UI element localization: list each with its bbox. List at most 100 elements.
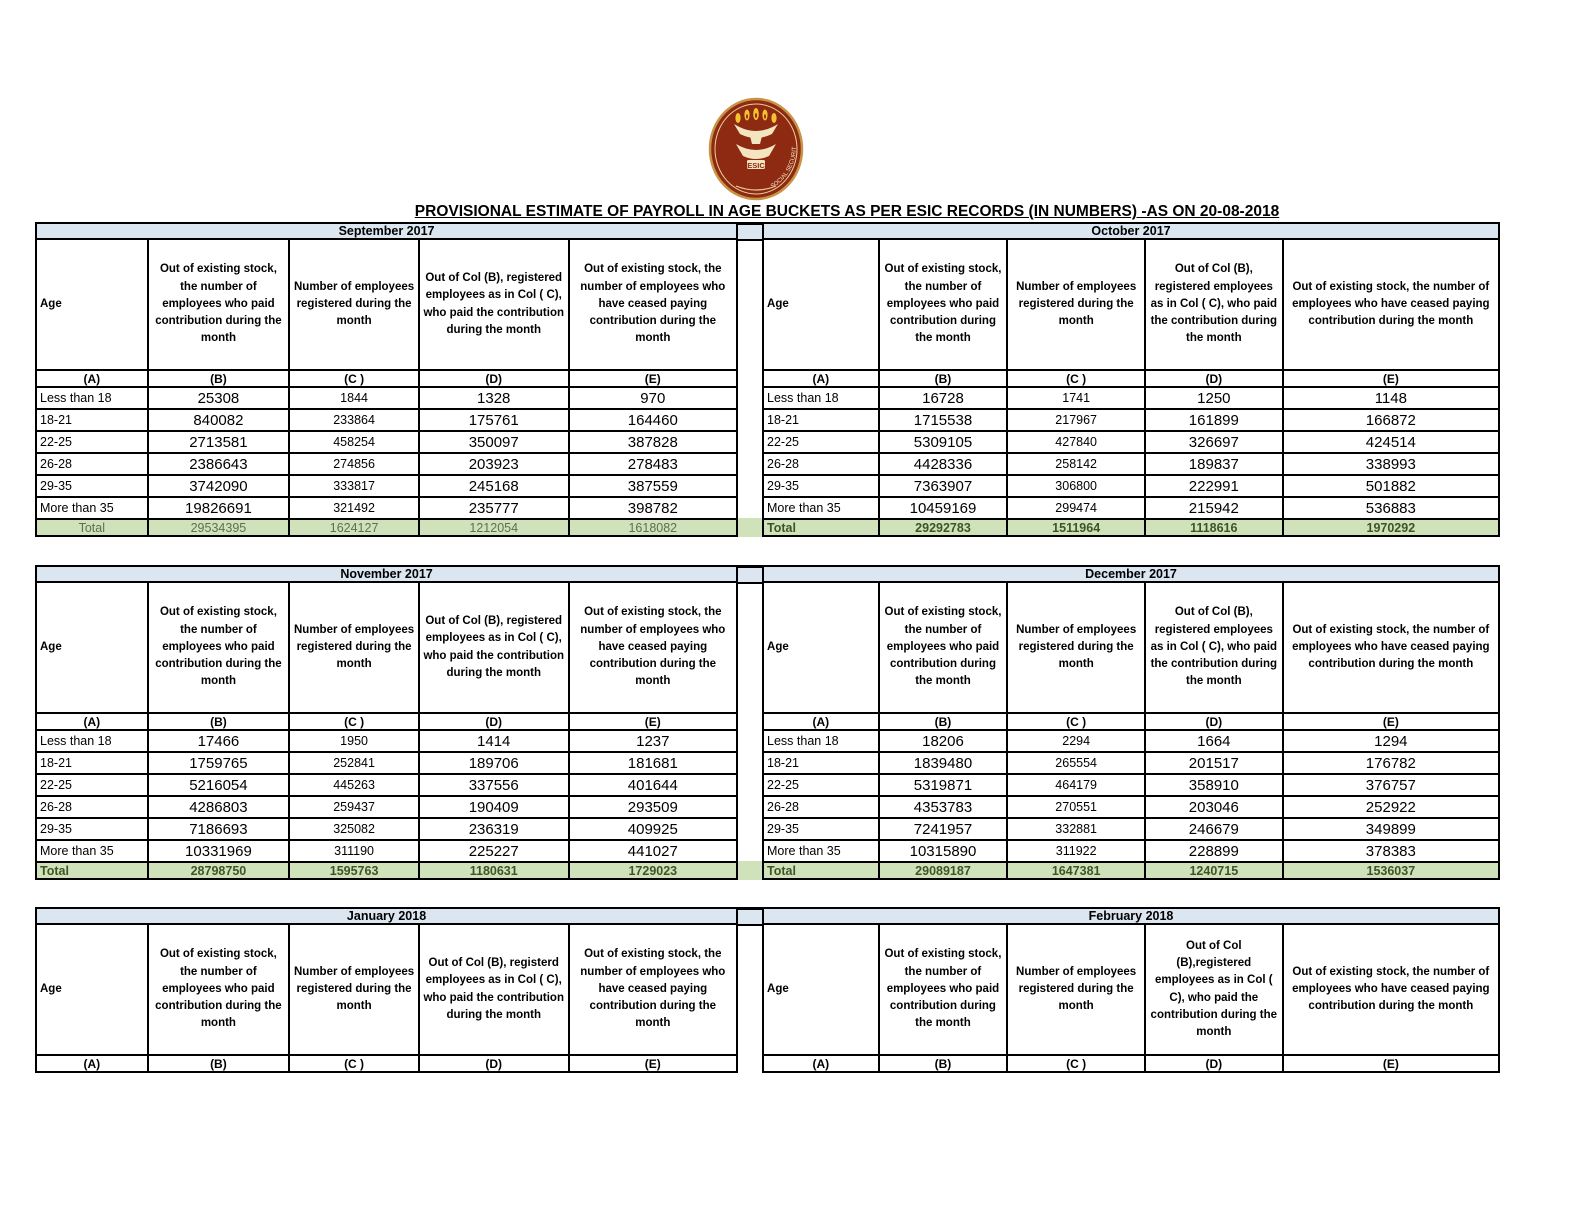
month-title: February 2018: [762, 907, 1500, 925]
col-letter-b: (B): [146, 369, 291, 388]
col-header-c: Number of employees registered during th…: [288, 581, 420, 714]
value-cell: 166872: [1281, 408, 1501, 432]
col-header-age: Age: [762, 581, 880, 714]
value-cell: 252841: [288, 751, 420, 775]
value-cell: 1715538: [877, 408, 1009, 432]
value-cell: 18206: [877, 729, 1009, 753]
gap-title-band: [738, 222, 763, 241]
age-cell: More than 35: [762, 496, 880, 520]
value-cell: 424514: [1281, 430, 1501, 454]
total-value: 28798750: [146, 861, 291, 880]
age-cell: Less than 18: [35, 729, 149, 753]
section-sep-oct: September 2017 Age Out of existing stock, …: [34, 222, 1501, 537]
value-cell: 1844: [288, 386, 420, 410]
age-cell: 26-28: [762, 795, 880, 819]
value-cell: 1950: [288, 729, 420, 753]
age-cell: 26-28: [35, 795, 149, 819]
value-cell: 225227: [417, 839, 570, 863]
value-cell: 445263: [288, 773, 420, 797]
gap-total-band: [738, 861, 763, 880]
value-cell: 427840: [1006, 430, 1146, 454]
col-letter-b: (B): [877, 1054, 1009, 1073]
col-letter-a: (A): [762, 369, 880, 388]
value-cell: 10331969: [146, 839, 291, 863]
value-cell: 161899: [1143, 408, 1284, 432]
total-label: Total: [762, 861, 880, 880]
value-cell: 189837: [1143, 452, 1284, 476]
col-letter-a: (A): [35, 369, 149, 388]
age-cell: More than 35: [762, 839, 880, 863]
gap-title-band: [738, 907, 763, 926]
value-cell: 1414: [417, 729, 570, 753]
age-cell: 29-35: [35, 474, 149, 498]
gap-title-band: [738, 565, 763, 584]
total-value: 1240715: [1143, 861, 1284, 880]
age-cell: 29-35: [762, 474, 880, 498]
table-slot-december-2017: December 2017 Age Out of existing stock, t…: [762, 565, 1501, 880]
value-cell: 259437: [288, 795, 420, 819]
col-header-e: Out of existing stock, the number of emp…: [567, 923, 739, 1056]
value-cell: 1237: [567, 729, 739, 753]
value-cell: 164460: [567, 408, 739, 432]
table-gap: [738, 565, 763, 880]
col-header-d: Out of Col (B), registered employees as …: [1143, 238, 1284, 371]
col-letter-c: (C ): [1006, 1054, 1146, 1073]
total-value: 29534395: [146, 518, 291, 537]
col-letter-d: (D): [1143, 712, 1284, 731]
value-cell: 203923: [417, 452, 570, 476]
age-cell: 18-21: [35, 408, 149, 432]
value-cell: 2713581: [146, 430, 291, 454]
total-value: 1536037: [1281, 861, 1501, 880]
col-header-d: Out of Col (B), registerd employees as i…: [417, 923, 570, 1056]
month-title: October 2017: [762, 222, 1500, 240]
value-cell: 265554: [1006, 751, 1146, 775]
col-letter-a: (A): [35, 1054, 149, 1073]
value-cell: 1741: [1006, 386, 1146, 410]
age-cell: 22-25: [35, 773, 149, 797]
value-cell: 358910: [1143, 773, 1284, 797]
value-cell: 246679: [1143, 817, 1284, 841]
value-cell: 338993: [1281, 452, 1501, 476]
col-letter-b: (B): [877, 712, 1009, 731]
age-cell: More than 35: [35, 839, 149, 863]
col-letter-e: (E): [567, 1054, 739, 1073]
col-letter-e: (E): [1281, 1054, 1501, 1073]
value-cell: 10459169: [877, 496, 1009, 520]
age-cell: Less than 18: [35, 386, 149, 410]
section-jan-feb: January 2018 Age Out of existing stock, th…: [34, 907, 1501, 1073]
value-cell: 176782: [1281, 751, 1501, 775]
value-cell: 350097: [417, 430, 570, 454]
col-header-c: Number of employees registered during th…: [1006, 238, 1146, 371]
total-value: 1595763: [288, 861, 420, 880]
total-value: 1180631: [417, 861, 570, 880]
value-cell: 189706: [417, 751, 570, 775]
table-slot-february-2018: February 2018 Age Out of existing stock, t…: [762, 907, 1501, 1073]
value-cell: 2294: [1006, 729, 1146, 753]
col-header-b: Out of existing stock, the number of emp…: [877, 238, 1009, 371]
value-cell: 3742090: [146, 474, 291, 498]
col-header-c: Number of employees registered during th…: [1006, 581, 1146, 714]
value-cell: 321492: [288, 496, 420, 520]
value-cell: 1294: [1281, 729, 1501, 753]
value-cell: 536883: [1281, 496, 1501, 520]
col-letter-a: (A): [35, 712, 149, 731]
value-cell: 7186693: [146, 817, 291, 841]
total-label: Total: [35, 861, 149, 880]
col-header-e: Out of existing stock, the number of emp…: [567, 581, 739, 714]
age-cell: 26-28: [35, 452, 149, 476]
age-cell: 18-21: [762, 408, 880, 432]
total-value: 1624127: [288, 518, 420, 537]
value-cell: 293509: [567, 795, 739, 819]
value-cell: 181681: [567, 751, 739, 775]
age-cell: Less than 18: [762, 729, 880, 753]
col-header-e: Out of existing stock, the number of emp…: [1281, 581, 1501, 714]
table-slot-november-2017: November 2017 Age Out of existing stock, t…: [34, 565, 739, 880]
col-letter-d: (D): [1143, 1054, 1284, 1073]
month-title: December 2017: [762, 565, 1500, 583]
col-letter-b: (B): [877, 369, 1009, 388]
value-cell: 7363907: [877, 474, 1009, 498]
total-value: 29292783: [877, 518, 1009, 537]
value-cell: 4286803: [146, 795, 291, 819]
value-cell: 201517: [1143, 751, 1284, 775]
value-cell: 5319871: [877, 773, 1009, 797]
